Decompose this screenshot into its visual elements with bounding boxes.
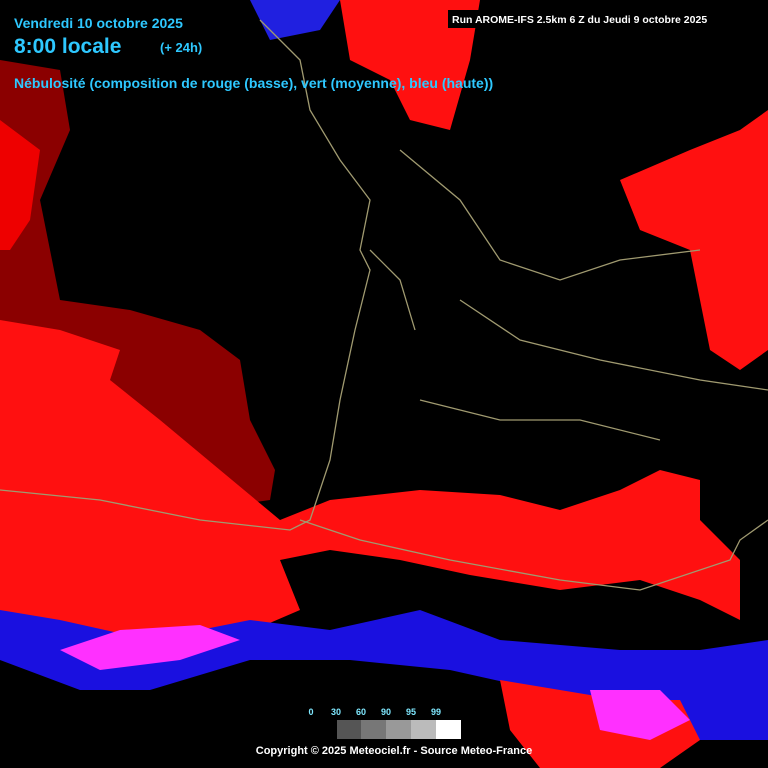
low-cloud xyxy=(0,120,40,250)
legend-tick: 60 xyxy=(356,707,366,717)
coastline xyxy=(0,19,768,591)
legend-swatch xyxy=(436,720,461,739)
mixed-cloud-south xyxy=(590,690,690,740)
legend-tick: 95 xyxy=(406,707,416,717)
legend-swatch xyxy=(337,720,361,739)
time: 8:00 locale xyxy=(14,35,121,58)
high-cloud-north xyxy=(250,0,340,40)
legend-tick: 90 xyxy=(381,707,391,717)
mixed-cloud xyxy=(60,625,240,670)
legend-tick: 30 xyxy=(331,707,341,717)
run-box xyxy=(448,10,728,28)
legend-tick: 0 xyxy=(308,707,313,717)
low-cloud-north xyxy=(340,0,480,130)
legend: 0 30 60 90 95 99 xyxy=(308,707,461,739)
legend-tick: 99 xyxy=(431,707,441,717)
date: Vendredi 10 octobre 2025 xyxy=(14,15,183,31)
copyright: Copyright © 2025 Meteociel.fr - Source M… xyxy=(256,745,532,757)
lead-time: (+ 24h) xyxy=(160,40,202,55)
parameter: Nébulosité (composition de rouge (basse)… xyxy=(14,75,493,91)
low-cloud-east xyxy=(620,110,768,370)
low-cloud-band xyxy=(0,320,740,640)
legend-swatch xyxy=(361,720,386,739)
run-info: Run AROME-IFS 2.5km 6 Z du Jeudi 9 octob… xyxy=(452,14,707,26)
legend-swatch xyxy=(386,720,411,739)
legend-swatch xyxy=(411,720,436,739)
